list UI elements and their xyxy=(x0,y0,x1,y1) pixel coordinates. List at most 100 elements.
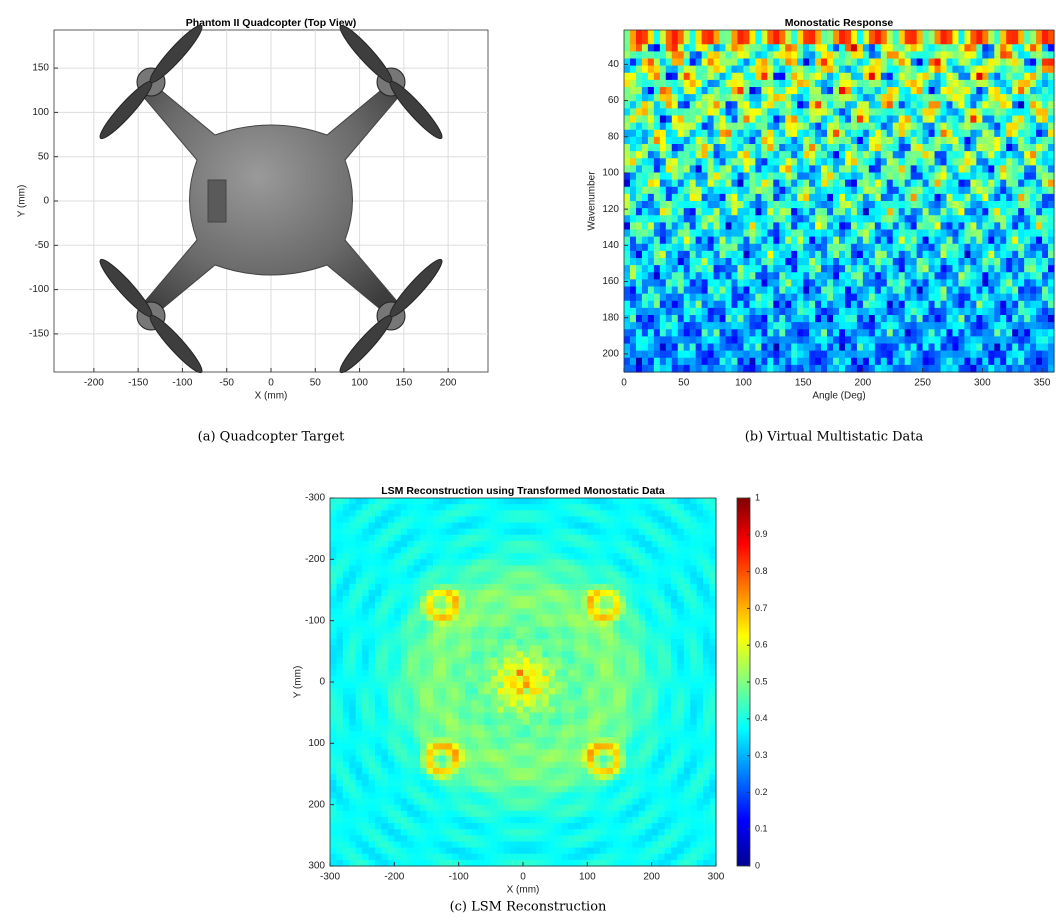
heatmap-cell xyxy=(797,130,804,138)
heatmap-cell xyxy=(636,94,643,102)
heatmap-cell xyxy=(1006,80,1013,88)
heatmap-cell xyxy=(1000,51,1007,59)
heatmap-cell xyxy=(803,30,810,38)
heatmap-cell xyxy=(401,841,408,848)
heatmap-cell xyxy=(414,737,421,744)
heatmap-cell xyxy=(857,180,864,188)
heatmap-cell xyxy=(743,258,750,266)
heatmap-cell xyxy=(749,251,756,259)
heatmap-cell xyxy=(1018,294,1025,302)
heatmap-cell xyxy=(1024,130,1031,138)
heatmap-cell xyxy=(761,336,768,344)
heatmap-cell xyxy=(732,187,739,195)
heatmap-cell xyxy=(1018,37,1025,45)
heatmap-cell xyxy=(917,51,924,59)
heatmap-cell xyxy=(1018,165,1025,173)
heatmap-cell xyxy=(773,329,780,337)
heatmap-cell xyxy=(388,768,395,775)
heatmap-cell xyxy=(1018,87,1025,95)
heatmap-cell xyxy=(1006,180,1013,188)
heatmap-cell xyxy=(958,287,965,295)
heatmap-cell xyxy=(761,194,768,202)
heatmap-cell xyxy=(970,237,977,245)
heatmap-cell xyxy=(414,762,421,769)
heatmap-cell xyxy=(964,265,971,273)
heatmap-cell xyxy=(881,87,888,95)
heatmap-cell xyxy=(923,187,930,195)
heatmap-cell xyxy=(964,258,971,266)
heatmap-cell xyxy=(958,108,965,116)
heatmap-cell xyxy=(863,187,870,195)
heatmap-cell xyxy=(642,279,649,287)
heatmap-cell xyxy=(994,180,1001,188)
heatmap-cell xyxy=(899,358,906,366)
heatmap-cell xyxy=(791,322,798,330)
heatmap-cell xyxy=(427,688,434,695)
heatmap-cell xyxy=(1024,315,1031,323)
heatmap-cell xyxy=(446,590,453,597)
heatmap-cell xyxy=(381,596,388,603)
heatmap-cell xyxy=(827,137,834,145)
heatmap-cell xyxy=(899,116,906,124)
heatmap-cell xyxy=(899,237,906,245)
heatmap-cell xyxy=(899,344,906,352)
heatmap-cell xyxy=(666,66,673,74)
heatmap-cell xyxy=(672,116,679,124)
heatmap-cell xyxy=(917,230,924,238)
heatmap-cell xyxy=(446,639,453,646)
heatmap-cell xyxy=(381,792,388,799)
heatmap-cell xyxy=(648,244,655,252)
heatmap-cell xyxy=(684,322,691,330)
heatmap-cell xyxy=(433,633,440,640)
heatmap-cell xyxy=(964,144,971,152)
heatmap-cell xyxy=(726,244,733,252)
heatmap-cell xyxy=(452,743,459,750)
heatmap-cell xyxy=(881,322,888,330)
heatmap-cell xyxy=(330,749,337,756)
heatmap-cell xyxy=(1042,73,1049,81)
heatmap-cell xyxy=(381,547,388,554)
heatmap-cell xyxy=(648,258,655,266)
heatmap-cell xyxy=(791,336,798,344)
heatmap-cell xyxy=(478,529,485,536)
heatmap-cell xyxy=(696,66,703,74)
heatmap-cell xyxy=(381,584,388,591)
heatmap-cell xyxy=(401,572,408,579)
heatmap-cell xyxy=(803,130,810,138)
heatmap-cell xyxy=(767,44,774,52)
heatmap-cell xyxy=(732,108,739,116)
heatmap-cell xyxy=(815,123,822,131)
heatmap-cell xyxy=(994,351,1001,359)
heatmap-cell xyxy=(899,308,906,316)
heatmap-cell xyxy=(714,180,721,188)
heatmap-cell xyxy=(654,108,661,116)
heatmap-cell xyxy=(1012,130,1019,138)
heatmap-cell xyxy=(433,854,440,861)
heatmap-cell xyxy=(893,301,900,309)
heatmap-cell xyxy=(923,180,930,188)
heatmap-cell xyxy=(648,73,655,81)
heatmap-cell xyxy=(1042,158,1049,166)
heatmap-cell xyxy=(833,80,840,88)
heatmap-cell xyxy=(941,301,948,309)
heatmap-cell xyxy=(1012,44,1019,52)
heatmap-cell xyxy=(785,301,792,309)
heatmap-cell xyxy=(642,180,649,188)
heatmap-cell xyxy=(349,817,356,824)
heatmap-cell xyxy=(833,365,840,373)
heatmap-cell xyxy=(654,51,661,59)
heatmap-cell xyxy=(696,222,703,230)
heatmap-cell xyxy=(636,215,643,223)
heatmap-cell xyxy=(785,358,792,366)
heatmap-cell xyxy=(427,510,434,517)
heatmap-cell xyxy=(439,817,446,824)
heatmap-cell xyxy=(988,51,995,59)
heatmap-cell xyxy=(1036,258,1043,266)
heatmap-cell xyxy=(952,287,959,295)
heatmap-cell xyxy=(388,829,395,836)
heatmap-cell xyxy=(624,201,631,209)
heatmap-cell xyxy=(839,73,846,81)
x-tick-label: 100 xyxy=(351,378,368,389)
heatmap-cell xyxy=(714,94,721,102)
heatmap-cell xyxy=(869,73,876,81)
